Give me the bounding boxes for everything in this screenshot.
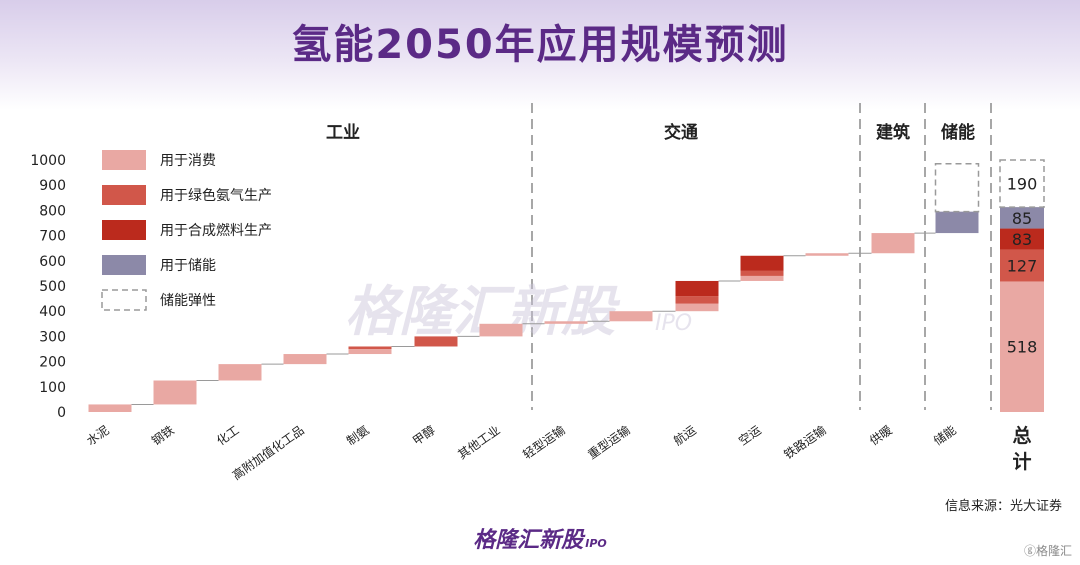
bar-synthetic_fuel bbox=[740, 255, 784, 271]
total-bar-synthetic_fuel bbox=[1000, 228, 1044, 250]
category-label: 制氨 bbox=[344, 423, 372, 448]
bar-consumption bbox=[871, 233, 915, 254]
y-tick-label: 300 bbox=[39, 329, 66, 345]
section-label: 储能 bbox=[941, 122, 975, 143]
legend-label: 用于绿色氨气生产 bbox=[160, 187, 272, 204]
bar-consumption bbox=[88, 404, 132, 412]
legend-swatch-green_ammonia bbox=[102, 185, 146, 205]
category-label: 水泥 bbox=[84, 423, 112, 448]
source-note: 信息来源：光大证券 bbox=[944, 499, 1062, 514]
category-label: 高附加值化工品 bbox=[229, 422, 306, 482]
chart-watermark-suffix: IPO bbox=[655, 311, 692, 336]
page-title: 氢能2050年应用规模预测 bbox=[291, 22, 789, 68]
legend-label: 储能弹性 bbox=[160, 293, 216, 309]
bar-synthetic_fuel bbox=[675, 280, 719, 297]
category-label: 供暖 bbox=[867, 423, 895, 448]
bar-consumption bbox=[153, 380, 197, 405]
total-label-char: 总 bbox=[1012, 424, 1031, 447]
brand-suffix: IPO bbox=[585, 537, 607, 550]
y-tick-label: 500 bbox=[39, 279, 66, 295]
bar-consumption bbox=[740, 275, 784, 281]
y-tick-label: 600 bbox=[39, 254, 66, 270]
total-bar-storage bbox=[1000, 207, 1044, 229]
bar-green_ammonia bbox=[348, 346, 392, 349]
y-tick-label: 400 bbox=[39, 304, 66, 320]
brand-name: 格隆汇新股 bbox=[473, 528, 584, 553]
section-label: 工业 bbox=[326, 123, 360, 143]
category-label: 航运 bbox=[670, 422, 698, 448]
y-tick-label: 800 bbox=[39, 203, 66, 219]
category-label: 甲醇 bbox=[409, 422, 437, 448]
y-tick-label: 1000 bbox=[30, 153, 66, 169]
y-tick-label: 700 bbox=[39, 229, 66, 245]
total-bar-green_ammonia bbox=[1000, 249, 1044, 282]
bar-consumption bbox=[805, 253, 849, 256]
bar-storage bbox=[935, 211, 979, 234]
bar-consumption bbox=[348, 349, 392, 355]
total-segment-label: 127 bbox=[1007, 256, 1038, 275]
bar-consumption bbox=[218, 364, 262, 381]
total-flex-box bbox=[999, 159, 1045, 208]
legend-label: 用于消费 bbox=[160, 153, 216, 169]
category-label: 轻型运输 bbox=[520, 422, 568, 462]
total-bar-consumption bbox=[1000, 281, 1044, 412]
category-label: 空运 bbox=[736, 423, 764, 448]
bar-consumption bbox=[675, 303, 719, 312]
category-label: 钢铁 bbox=[149, 423, 177, 448]
corner-watermark-text: 格隆汇 bbox=[1035, 544, 1072, 558]
corner-watermark: ⓖ格隆汇 bbox=[1024, 542, 1072, 559]
total-label-char: 计 bbox=[1012, 451, 1031, 473]
legend-swatch-storage bbox=[102, 255, 146, 275]
legend-label: 用于储能 bbox=[160, 258, 216, 274]
y-tick-label: 200 bbox=[39, 355, 66, 371]
bar-consumption bbox=[479, 323, 523, 337]
bar-green_ammonia bbox=[740, 270, 784, 276]
y-tick-label: 100 bbox=[39, 380, 66, 396]
total-segment-label: 518 bbox=[1007, 338, 1038, 357]
legend-label: 用于合成燃料生产 bbox=[160, 222, 272, 239]
bar-consumption bbox=[283, 354, 327, 365]
category-label: 其他工业 bbox=[455, 423, 502, 462]
watermark-icon: ⓖ bbox=[1023, 544, 1036, 558]
total-flex-label: 190 bbox=[1007, 175, 1038, 194]
brand-logo: 格隆汇新股 IPO bbox=[0, 522, 1080, 554]
bar-green_ammonia bbox=[414, 336, 458, 347]
legend-swatch-consumption bbox=[102, 150, 146, 170]
flex-box bbox=[934, 163, 980, 213]
bar-consumption bbox=[609, 311, 653, 322]
bar-green_ammonia bbox=[675, 296, 719, 304]
category-label: 储能 bbox=[930, 422, 958, 448]
bar-consumption bbox=[544, 321, 588, 324]
total-segment-label: 85 bbox=[1012, 209, 1032, 228]
y-tick-label: 0 bbox=[57, 405, 66, 421]
legend-swatch-flex bbox=[101, 289, 147, 311]
header-background bbox=[0, 0, 1080, 110]
category-label: 重型运输 bbox=[585, 422, 633, 462]
legend-swatch-synthetic_fuel bbox=[102, 220, 146, 240]
category-label: 化工 bbox=[214, 423, 242, 448]
y-tick-label: 900 bbox=[39, 178, 66, 194]
total-segment-label: 83 bbox=[1012, 230, 1032, 249]
section-label: 交通 bbox=[664, 122, 698, 143]
category-label: 铁路运输 bbox=[781, 422, 829, 462]
section-label: 建筑 bbox=[876, 122, 910, 143]
